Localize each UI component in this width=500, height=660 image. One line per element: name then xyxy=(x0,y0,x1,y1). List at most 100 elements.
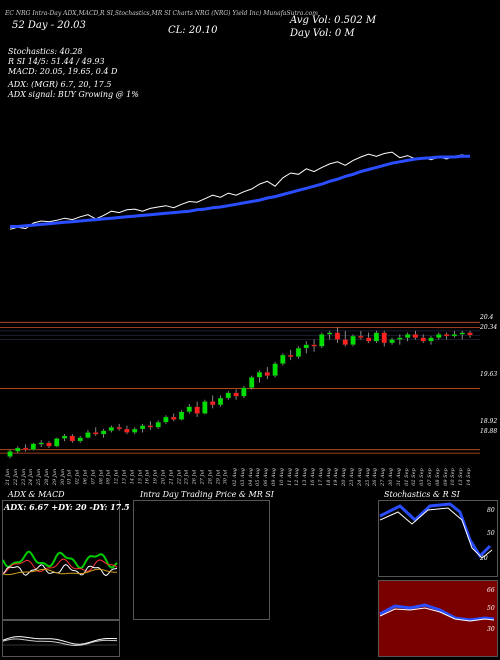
adx-panel-title: ADX & MACD xyxy=(8,490,65,499)
mrsi-panel-title: Intra Day Trading Price & MR SI xyxy=(140,490,274,499)
stoch-panel-title: Stochastics & R SI xyxy=(384,490,460,499)
candle-body xyxy=(163,416,169,423)
candle-body xyxy=(85,432,91,438)
candle-body xyxy=(22,447,29,450)
rsi-tick-30: 30 xyxy=(487,626,495,633)
candle-body xyxy=(467,332,473,336)
macd-readout: MACD: 20.05, 19.65, 0.4 D xyxy=(8,67,118,76)
title-line: EC NRG Intra-Day ADX,MACD,R SI,Stochasti… xyxy=(5,10,318,17)
stoch-tick-80: 80 xyxy=(487,507,495,514)
price-label-4: 18.88 xyxy=(480,428,498,435)
day-vol: Day Vol: 0 M xyxy=(290,28,355,39)
price-label-0: 20.4 xyxy=(480,314,494,321)
candle-body xyxy=(397,337,403,340)
stoch-d-line xyxy=(379,507,493,559)
candle-body xyxy=(186,406,192,412)
candle-body xyxy=(404,334,411,338)
candle-body xyxy=(15,447,21,452)
candle-body xyxy=(373,332,380,342)
macd-panel xyxy=(2,620,120,657)
stoch-panel xyxy=(378,500,498,577)
candle-body xyxy=(100,430,107,435)
price-label-1: 20.34 xyxy=(480,324,498,331)
close-price-line xyxy=(9,151,471,230)
adx-signal-readout: ADX signal: BUY Growing @ 1% xyxy=(8,90,139,99)
close-label: CL: 20.10 xyxy=(168,25,218,36)
candle-body xyxy=(241,387,247,397)
candle-body xyxy=(319,334,325,347)
candle-body xyxy=(233,392,239,397)
stoch-k-line xyxy=(379,502,492,559)
candle-body xyxy=(69,435,76,442)
candle-body xyxy=(46,442,52,447)
candle-body xyxy=(264,372,270,376)
candle-body xyxy=(178,411,185,420)
candle-body xyxy=(334,332,341,340)
stochastics-readout: Stochastics: 40.28 xyxy=(8,47,83,56)
candle-body xyxy=(116,427,122,430)
candle-body xyxy=(61,435,68,439)
candle-body xyxy=(108,427,115,431)
stoch-tick-20: 20 xyxy=(480,555,488,562)
mrsi-panel xyxy=(133,500,270,620)
candle-body xyxy=(412,334,419,338)
candle-body xyxy=(132,428,138,433)
candle-body xyxy=(358,335,364,338)
candle-body xyxy=(147,425,153,428)
candle-body xyxy=(311,344,317,347)
candle-body xyxy=(194,406,200,414)
candle-body xyxy=(171,416,177,420)
candle-body xyxy=(288,354,294,357)
candle-body xyxy=(280,354,286,364)
rsi-tick-50: 50 xyxy=(487,605,495,612)
adx-signal-line xyxy=(2,568,117,576)
candle-body xyxy=(303,344,309,349)
candle-body xyxy=(139,425,146,430)
adx-minus-line xyxy=(2,558,118,574)
rsi-line xyxy=(379,603,495,622)
price-label-2: 19.63 xyxy=(480,371,498,378)
candle-body xyxy=(249,377,255,388)
candle-body xyxy=(436,334,442,338)
candle-body xyxy=(389,339,395,344)
candle-body xyxy=(272,363,278,376)
candle-body xyxy=(210,401,216,406)
candle-body xyxy=(256,372,263,378)
candle-body xyxy=(93,432,99,435)
candle-body xyxy=(38,442,44,445)
adx-panel-values: ADX: 6.67 +DY: 20 -DY: 17.5 xyxy=(4,502,130,512)
rsi-signal-line xyxy=(379,607,495,622)
candle-body xyxy=(124,428,130,433)
candle-body xyxy=(54,438,60,447)
candle-body xyxy=(202,401,208,414)
main-price-chart xyxy=(0,151,480,459)
candle-body xyxy=(350,335,356,345)
rsi-tick-66: 66 xyxy=(487,587,495,594)
candle-body xyxy=(155,421,161,428)
price-52d: 52 Day - 20.03 xyxy=(12,20,86,31)
candle-body xyxy=(217,397,224,406)
candle-body xyxy=(381,332,387,344)
candle-body xyxy=(225,392,231,399)
candle-body xyxy=(77,437,83,442)
candle-body xyxy=(7,451,13,457)
candle-body xyxy=(295,347,302,357)
candle-body xyxy=(428,337,434,342)
adx-line xyxy=(2,563,118,577)
candle-body xyxy=(443,334,450,337)
candle-body xyxy=(365,337,372,342)
ema-line xyxy=(10,154,470,228)
candle-body xyxy=(342,339,348,345)
candle-body xyxy=(459,332,465,335)
candle-body xyxy=(451,334,458,337)
macd-line xyxy=(2,636,117,645)
adx-readout: ADX: (MGR) 6.7, 20, 17.5 xyxy=(8,80,112,89)
candle-body xyxy=(327,332,333,335)
candle-body xyxy=(420,337,426,342)
price-label-3: 18.92 xyxy=(480,418,498,425)
rsi-readout: R SI 14/5: 51.44 / 49.93 xyxy=(8,57,105,66)
adx-plus-line xyxy=(2,550,118,570)
macd-signal-line xyxy=(2,638,117,647)
candle-body xyxy=(30,443,37,450)
